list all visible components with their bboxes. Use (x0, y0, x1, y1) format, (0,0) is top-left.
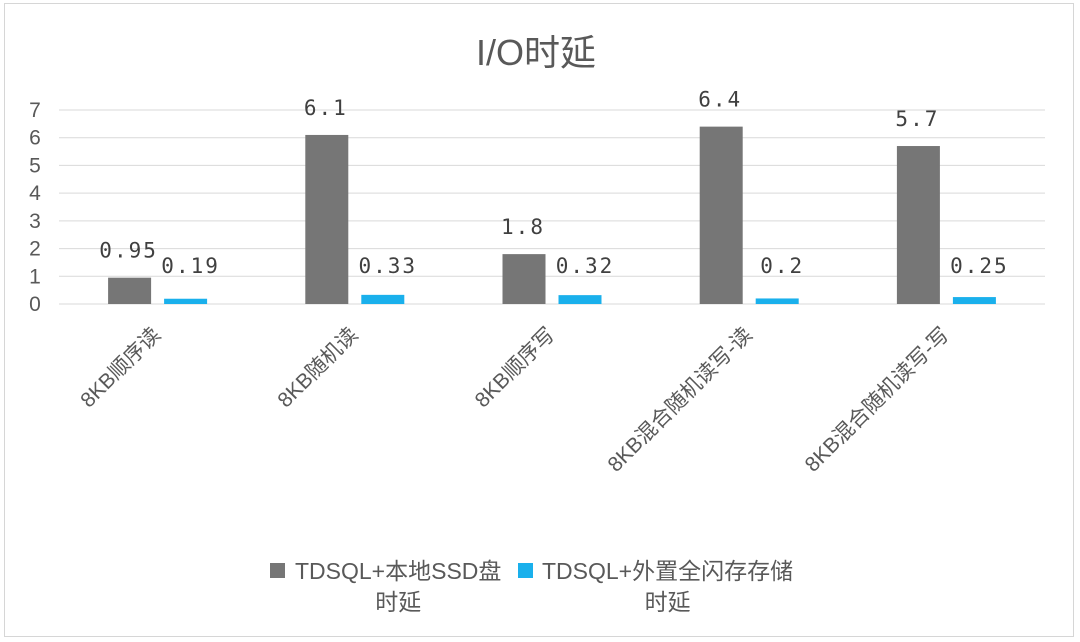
legend-swatch-1 (518, 563, 533, 578)
legend-label-0-line2: 时延 (375, 589, 421, 615)
legend-label-1: TDSQL+外置全闪存存储 (542, 558, 793, 584)
bars (108, 126, 996, 304)
bar-series-0-0 (108, 277, 152, 304)
chart-frame: I/O时延 0 1 2 3 4 5 6 7 0.95 0.19 6.1 0.33 1.8 0.32 6.4… (4, 3, 1074, 637)
data-label: 1.8 (501, 215, 545, 239)
y-tick-label: 0 (29, 293, 41, 316)
x-tick-label: 8KB随机读 (273, 323, 362, 412)
x-tick-label: 8KB顺序写 (471, 323, 560, 412)
bar-series-1-2 (558, 295, 602, 304)
x-tick-label: 8KB混合随机读写-读 (604, 323, 757, 476)
y-tick-label: 3 (29, 210, 41, 233)
y-tick-label: 5 (29, 154, 41, 177)
data-label: 0.33 (359, 254, 418, 278)
data-label: 0.25 (950, 254, 1009, 278)
x-tick-label: 8KB混合随机读写-写 (801, 323, 954, 476)
bar-series-0-1 (305, 134, 349, 304)
legend-swatch-0 (270, 563, 285, 578)
legend-label-1-line2: 时延 (645, 589, 691, 615)
gridlines (59, 109, 1045, 305)
x-axis: 8KB顺序读 8KB随机读 8KB顺序写 8KB混合随机读写-读 8KB混合随机读写-写 (76, 323, 954, 476)
bar-series-0-4 (896, 146, 940, 304)
y-tick-label: 7 (29, 99, 41, 122)
bar-series-1-3 (755, 298, 799, 304)
bar-series-1-4 (952, 297, 996, 304)
y-tick-label: 4 (29, 182, 41, 205)
data-label: 0.32 (556, 254, 615, 278)
data-labels: 0.950.19 6.1 0.33 1.8 0.32 6.4 0.2 5.7 0.25 (99, 88, 1009, 278)
chart-title: I/O时延 (476, 32, 596, 73)
bar-series-1-0 (164, 298, 208, 304)
bar-chart: I/O时延 0 1 2 3 4 5 6 7 0.950.19 6.1 0.33 1.8 0.32 6.4… (29, 32, 1045, 615)
data-label: 6.1 (304, 96, 348, 120)
bar-series-0-2 (502, 254, 546, 304)
legend-label-0: TDSQL+本地SSD盘 (295, 558, 501, 584)
y-axis: 0 1 2 3 4 5 6 7 (29, 99, 41, 316)
data-label: 0.2 (760, 254, 804, 278)
bar-series-0-3 (699, 126, 743, 304)
data-label: 5.7 (895, 107, 939, 131)
bar-series-1-1 (361, 294, 405, 304)
data-label: 6.4 (698, 88, 742, 112)
x-tick-label: 8KB顺序读 (76, 323, 165, 412)
data-label: 0.19 (161, 254, 220, 278)
y-tick-label: 6 (29, 127, 41, 150)
data-label: 0.95 (99, 239, 158, 263)
y-tick-label: 2 (29, 238, 41, 261)
y-tick-label: 1 (29, 265, 41, 288)
